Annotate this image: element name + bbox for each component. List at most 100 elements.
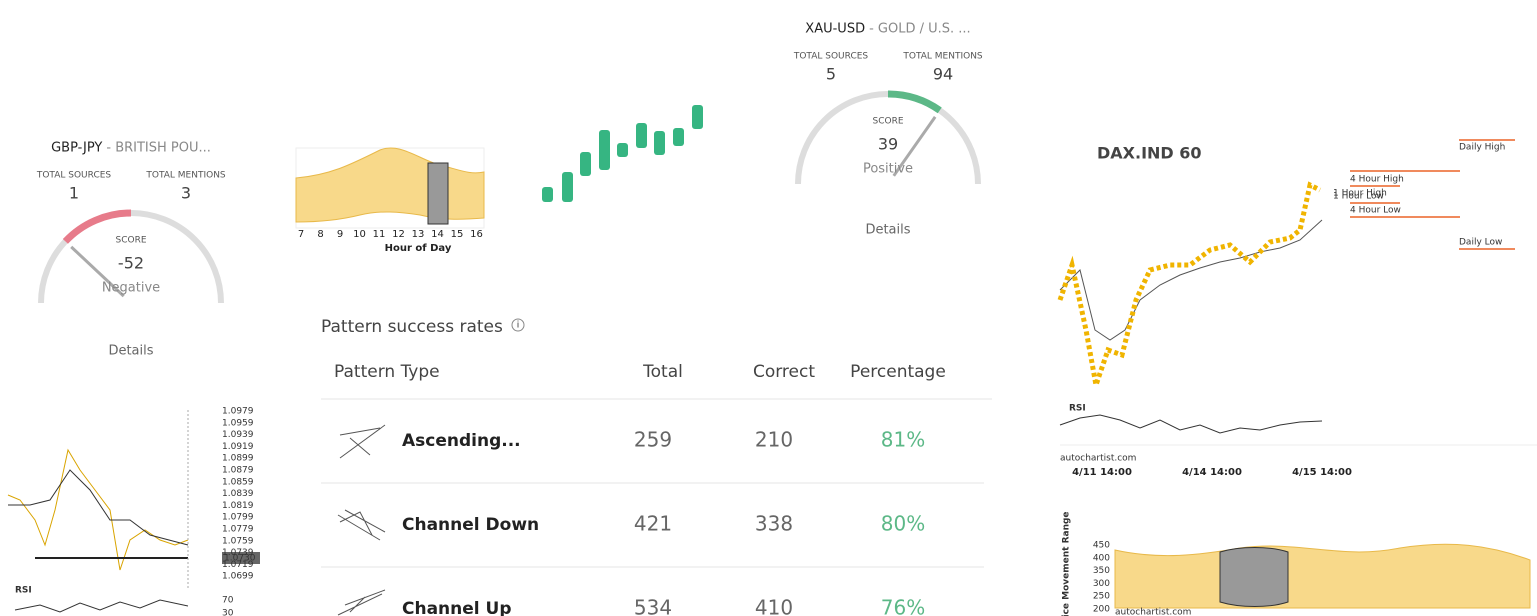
- info-icon[interactable]: [511, 318, 525, 332]
- x-tick-label: 8: [317, 229, 323, 240]
- sources-value: 1: [69, 184, 79, 203]
- level-label: Daily High: [1459, 143, 1505, 153]
- y-tick-label: 1.0939: [222, 430, 254, 440]
- x-tick-label: 7: [298, 229, 304, 240]
- sources-label: TOTAL SOURCES: [36, 171, 112, 181]
- table-header: Percentage: [850, 362, 946, 382]
- y-tick-label: 1.0779: [222, 525, 254, 535]
- table-cell: 534: [634, 596, 672, 616]
- y-tick-label: 1.0719: [222, 560, 254, 570]
- level-label: 4 Hour High: [1350, 175, 1404, 185]
- table-header: Correct: [753, 362, 815, 382]
- watermark: autochartist.com: [1115, 608, 1191, 616]
- x-axis-label: Hour of Day: [385, 243, 452, 254]
- y-tick-label: 1.0699: [222, 572, 254, 582]
- gauge-score-arc: [887, 90, 942, 114]
- mentions-value: 94: [933, 65, 953, 84]
- rsi-tick-label: 30: [222, 609, 234, 616]
- x-tick-label: 15: [451, 229, 464, 240]
- y-tick-label: 1.0759: [222, 536, 254, 546]
- indicator-label: RSI: [1069, 404, 1086, 414]
- mentions-label: TOTAL MENTIONS: [902, 52, 983, 62]
- y-tick-label: 1.0959: [222, 418, 254, 428]
- mentions-label: TOTAL MENTIONS: [145, 171, 226, 181]
- table-header: Total: [642, 362, 683, 382]
- y-tick-label: 400: [1093, 553, 1110, 563]
- table-cell: 421: [634, 512, 672, 536]
- y-tick-label: 250: [1093, 592, 1110, 602]
- y-axis-label: Price Movement Range: [1062, 511, 1072, 616]
- details-link[interactable]: Details: [108, 344, 153, 359]
- table-cell: 259: [634, 428, 672, 452]
- x-tick-label: 9: [337, 229, 343, 240]
- y-tick-label: 300: [1093, 579, 1110, 589]
- sentiment-label: Positive: [863, 162, 913, 177]
- gauge-needle: [892, 116, 937, 177]
- y-tick-label: 1.0879: [222, 466, 254, 476]
- gauge-score-arc: [62, 209, 132, 244]
- x-tick-label: 12: [392, 229, 405, 240]
- chart-title: DAX.IND 60: [1097, 144, 1202, 163]
- y-tick-label: 200: [1093, 605, 1110, 615]
- y-tick-label: 1.0859: [222, 477, 254, 487]
- table-cell: 210: [755, 428, 793, 452]
- x-tick-label: 13: [412, 229, 425, 240]
- current-price: 1.0730: [224, 554, 256, 564]
- card-name: - BRITISH POU...: [106, 141, 211, 156]
- details-link[interactable]: Details: [865, 223, 910, 238]
- y-tick-label: 350: [1093, 566, 1110, 576]
- pattern-name: Channel Down: [402, 515, 539, 535]
- watermark: autochartist.com: [1060, 454, 1136, 464]
- x-tick-label: 16: [470, 229, 483, 240]
- pattern-name: Ascending...: [402, 431, 521, 451]
- score-label: SCORE: [115, 236, 146, 246]
- card-symbol: XAU-USD: [805, 22, 865, 37]
- table-cell: 81%: [881, 428, 925, 452]
- x-tick-label: 11: [373, 229, 386, 240]
- table-cell: 410: [755, 596, 793, 616]
- table-title: Pattern success rates: [321, 317, 503, 337]
- mentions-value: 3: [181, 184, 191, 203]
- level-label: 4 Hour Low: [1350, 206, 1401, 216]
- pattern-name: Channel Up: [402, 599, 512, 616]
- level-label: Daily Low: [1459, 238, 1502, 248]
- table-cell: 76%: [881, 596, 925, 616]
- x-tick-label: 4/14 14:00: [1182, 467, 1242, 478]
- sentiment-label: Negative: [102, 281, 160, 296]
- level-label: 1 Hour High: [1333, 189, 1387, 199]
- sources-value: 5: [826, 65, 836, 84]
- y-tick-label: 1.0899: [222, 454, 254, 464]
- pattern-icons: [337, 424, 386, 616]
- gauge-needle: [70, 245, 125, 298]
- card-symbol: GBP-JPY: [51, 141, 102, 156]
- y-tick-label: 450: [1093, 541, 1110, 551]
- level-label: 1 Hour Low: [1333, 192, 1384, 202]
- y-tick-label: 1.0979: [222, 407, 254, 417]
- table-cell: 80%: [881, 512, 925, 536]
- y-tick-label: 1.0739: [222, 548, 254, 558]
- x-tick-label: 4/15 14:00: [1292, 467, 1352, 478]
- score-value: -52: [118, 254, 144, 273]
- dax-chart: [1057, 139, 1537, 446]
- score-value: 39: [878, 135, 898, 154]
- y-tick-label: 1.0919: [222, 442, 254, 452]
- y-tick-label: 1.0819: [222, 501, 254, 511]
- hour-chart: [295, 147, 485, 229]
- table-lines: [321, 398, 992, 568]
- gbp-chart: [7, 410, 260, 613]
- card-name: - GOLD / U.S. ...: [869, 22, 971, 37]
- sources-label: TOTAL SOURCES: [793, 52, 869, 62]
- range-chart: [1114, 543, 1531, 609]
- rsi-tick-label: 70: [222, 596, 234, 606]
- x-tick-label: 14: [431, 229, 444, 240]
- sentiment-icon: [542, 105, 703, 202]
- info-icon-glyph: i: [517, 321, 520, 331]
- y-tick-label: 1.0799: [222, 513, 254, 523]
- table-header: Pattern Type: [334, 362, 440, 382]
- x-tick-label: 10: [353, 229, 366, 240]
- x-tick-label: 4/11 14:00: [1072, 467, 1132, 478]
- y-tick-label: 1.0839: [222, 489, 254, 499]
- indicator-label: RSI: [15, 586, 32, 596]
